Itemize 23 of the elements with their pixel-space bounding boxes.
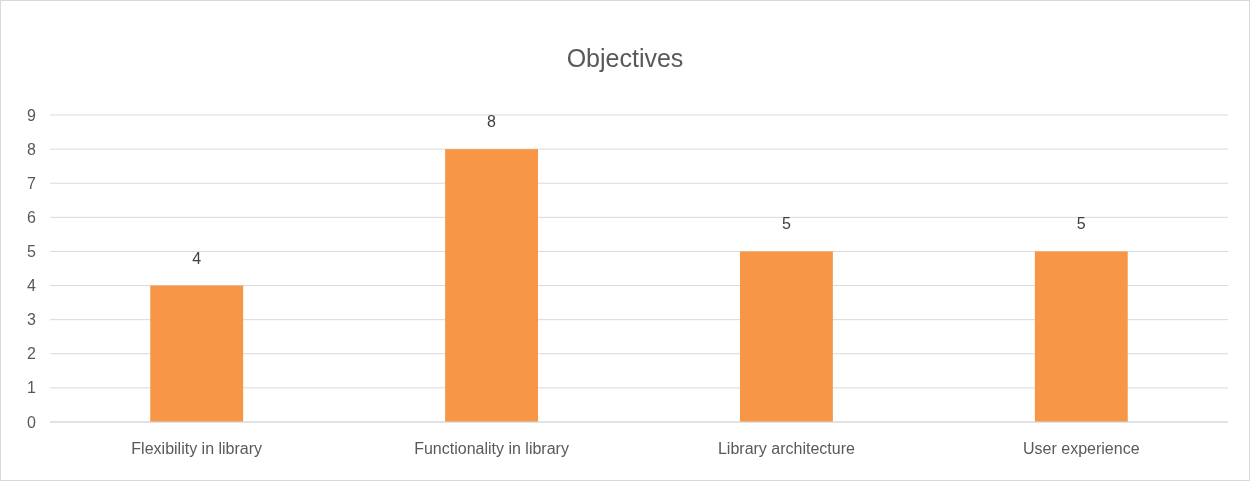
data-label: 8: [487, 113, 497, 131]
y-tick-label: 7: [27, 174, 37, 192]
y-tick-label: 0: [27, 413, 37, 431]
y-tick-label: 1: [27, 379, 37, 397]
data-label: 5: [781, 215, 791, 233]
x-tick-label: Library architecture: [717, 440, 855, 457]
data-label: 4: [192, 249, 202, 267]
bar: [739, 251, 833, 422]
y-tick-label: 5: [27, 243, 37, 261]
y-tick-label: 3: [27, 311, 37, 329]
bar: [445, 149, 539, 422]
chart-title: Objectives: [566, 44, 684, 72]
y-tick-label: 6: [27, 208, 37, 226]
x-tick-label: Functionality in library: [414, 440, 569, 457]
y-tick-label: 4: [27, 277, 37, 295]
data-label: 5: [1076, 215, 1086, 233]
y-tick-label: 9: [27, 106, 37, 124]
x-tick-label: Flexibility in library: [131, 440, 263, 457]
bar: [1034, 251, 1128, 422]
bar: [150, 285, 244, 422]
y-tick-label: 2: [27, 345, 37, 363]
x-tick-label: User experience: [1023, 440, 1140, 457]
y-tick-label: 8: [27, 140, 37, 158]
